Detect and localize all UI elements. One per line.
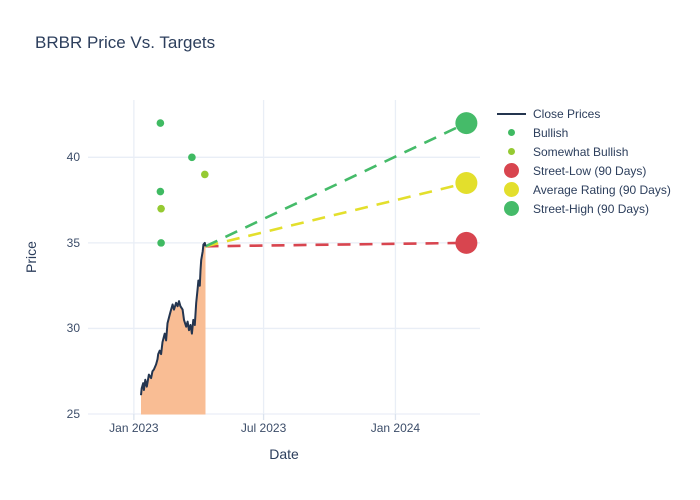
legend-item-close-prices[interactable]: Close Prices [494, 104, 671, 123]
y-axis-title: Price [23, 241, 39, 273]
dot-swatch-icon [494, 129, 528, 136]
legend-label: Street-Low (90 Days) [533, 163, 647, 178]
dot-swatch-icon [494, 163, 528, 178]
projection-line-street-high [204, 121, 467, 248]
average-rating-marker [455, 171, 478, 194]
legend: Close Prices Bullish Somewhat Bullish St… [494, 104, 671, 218]
bullish-marker [156, 119, 165, 127]
legend-label: Average Rating (90 Days) [533, 182, 671, 197]
dot-swatch-icon [494, 182, 528, 197]
legend-label: Somewhat Bullish [533, 144, 629, 159]
projection-line-average-rating [205, 181, 467, 248]
dot-swatch-icon [494, 201, 528, 216]
line-swatch-icon [494, 112, 528, 115]
legend-item-somewhat-bullish[interactable]: Somewhat Bullish [494, 142, 671, 161]
close-price-line [140, 241, 207, 396]
bullish-marker [156, 187, 165, 196]
legend-item-bullish[interactable]: Bullish [494, 123, 671, 142]
street-low-marker [455, 231, 478, 254]
bullish-marker [188, 153, 196, 162]
chart-title: BRBR Price Vs. Targets [35, 33, 216, 52]
dot-swatch-icon [494, 148, 528, 155]
legend-item-street-low[interactable]: Street-Low (90 Days) [494, 161, 671, 180]
legend-label: Bullish [533, 125, 569, 140]
street-high-marker [455, 112, 478, 135]
close-area-fill [141, 242, 206, 415]
legend-label: Close Prices [533, 106, 601, 121]
legend-label: Street-High (90 Days) [533, 201, 650, 216]
somewhat-bullish-marker [157, 204, 165, 213]
somewhat-bullish-marker [201, 170, 209, 179]
legend-item-average-rating[interactable]: Average Rating (90 Days) [494, 180, 671, 199]
bullish-marker [157, 239, 165, 247]
legend-item-street-high[interactable]: Street-High (90 Days) [494, 199, 671, 218]
x-axis-title: Date [269, 446, 299, 462]
